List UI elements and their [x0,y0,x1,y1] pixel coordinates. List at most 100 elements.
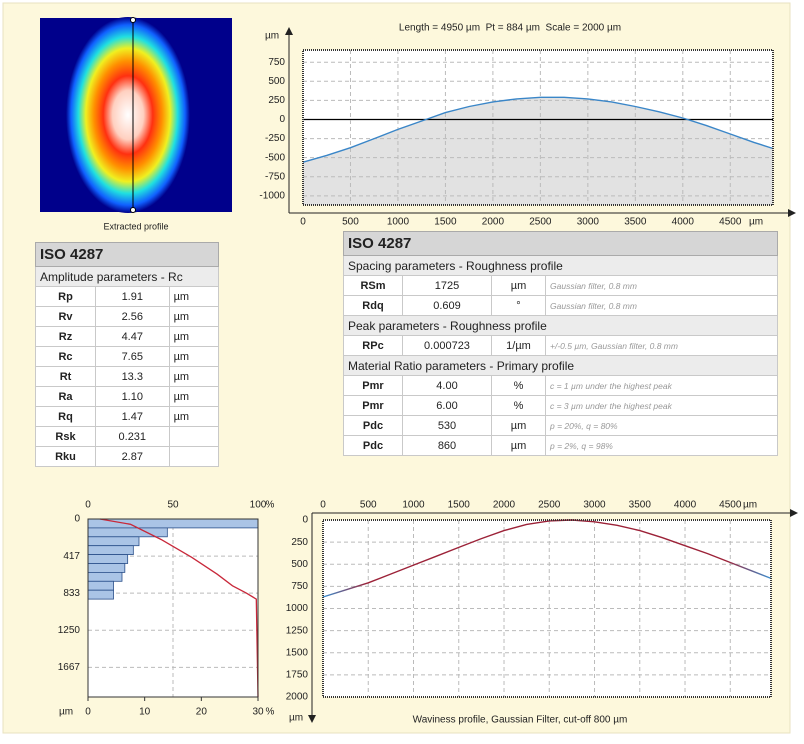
y-tick-label: 417 [63,551,80,562]
x2-tick-label: 100 [250,500,267,511]
table-row: Pmr6.00%c = 3 µm under the highest peak [344,396,778,416]
x-tick-label: 0 [300,217,306,228]
x-tick-label: 2500 [538,500,561,511]
param-unit: µm [169,327,218,347]
x-tick-label: 2500 [529,217,552,228]
param-note: c = 1 µm under the highest peak [546,376,778,396]
param-value: 1.47 [95,407,169,427]
param-unit: % [492,396,546,416]
x-tick-label: 3000 [583,500,606,511]
param-name: RSm [344,276,403,296]
param-name: Rku [36,447,96,467]
x-tick-label: 500 [360,500,377,511]
x-unit: % [266,707,275,718]
histogram-bar [88,537,139,546]
y-tick-label: 0 [74,514,80,525]
param-note: Gaussian filter, 0.8 mm [546,296,778,316]
param-name: Rdq [344,296,403,316]
histogram-bar [88,519,258,528]
param-value: 6.00 [403,396,492,416]
y-tick-label: 750 [268,57,285,68]
histogram-bar [88,581,114,590]
param-unit: µm [492,276,546,296]
param-note: Gaussian filter, 0.8 mm [546,276,778,296]
param-name: Rc [36,347,96,367]
x-tick-label: 4000 [674,500,697,511]
param-unit: % [492,376,546,396]
y-tick-label: 1667 [58,662,81,673]
y-tick-label: -1000 [259,190,285,201]
screen: Extracted profile 7505002500-250-500-750… [0,0,804,744]
param-value: 0.609 [403,296,492,316]
param-unit: µm [169,307,218,327]
x-tick-label: 1000 [387,217,410,228]
param-note: c = 3 µm under the highest peak [546,396,778,416]
parameter-table: ISO 4287Spacing parameters - Roughness p… [343,231,778,456]
param-note: p = 2%, q = 98% [546,436,778,456]
param-value: 13.3 [95,367,169,387]
param-name: Pmr [344,376,403,396]
chart-title: Length = 4950 µm Pt = 884 µm Scale = 200… [399,23,621,34]
histogram-bar [88,564,125,573]
param-note: p = 20%, q = 80% [546,416,778,436]
param-name: Rp [36,287,96,307]
x2-tick-label: 0 [85,500,91,511]
x-tick-label: 30 [252,707,264,718]
param-value: 1.91 [95,287,169,307]
y-tick-label: 1000 [286,603,309,614]
table-row: Rsk0.231 [36,427,219,447]
y-tick-label: 0 [302,515,308,526]
histogram-bar [88,572,122,581]
y-tick-label: 500 [268,76,285,87]
param-name: Rv [36,307,96,327]
x-tick-label: 4000 [672,217,695,228]
table-title: ISO 4287 [344,232,778,256]
table-header: ISO 4287 [344,232,778,256]
y-tick-label: 1250 [58,625,81,636]
param-unit: µm [492,436,546,456]
table-header: ISO 4287 [36,243,219,267]
section-title: Material Ratio parameters - Primary prof… [344,356,778,376]
param-value: 0.000723 [403,336,492,356]
param-unit: µm [169,367,218,387]
param-value: 1.10 [95,387,169,407]
param-unit [169,427,218,447]
section-title: Amplitude parameters - Rc [36,267,219,287]
x-tick-label: 10 [139,707,151,718]
x-tick-label: 500 [342,217,359,228]
y-tick-label: 0 [279,114,285,125]
x-tick-label: 3500 [624,217,647,228]
x-tick-label: 2000 [493,500,516,511]
histogram-bar [88,546,133,555]
param-value: 530 [403,416,492,436]
y-unit: µm [289,713,303,724]
param-unit: 1/µm [492,336,546,356]
y-tick-label: -250 [265,133,285,144]
table-subheader: Amplitude parameters - Rc [36,267,219,287]
param-unit: µm [169,287,218,307]
y-tick-label: 833 [63,588,80,599]
param-name: Rt [36,367,96,387]
param-value: 0.231 [95,427,169,447]
section-title: Peak parameters - Roughness profile [344,316,778,336]
heatmap-caption: Extracted profile [103,221,168,231]
param-name: Rq [36,407,96,427]
profile-end [131,208,136,213]
x-tick-label: 1000 [402,500,425,511]
x2-unit: % [266,500,275,511]
y-tick-label: 1500 [286,647,309,658]
y-tick-label: -750 [265,171,285,182]
param-name: Pmr [344,396,403,416]
x-tick-label: 3000 [577,217,600,228]
param-value: 7.65 [95,347,169,367]
table-subheader: Peak parameters - Roughness profile [344,316,778,336]
